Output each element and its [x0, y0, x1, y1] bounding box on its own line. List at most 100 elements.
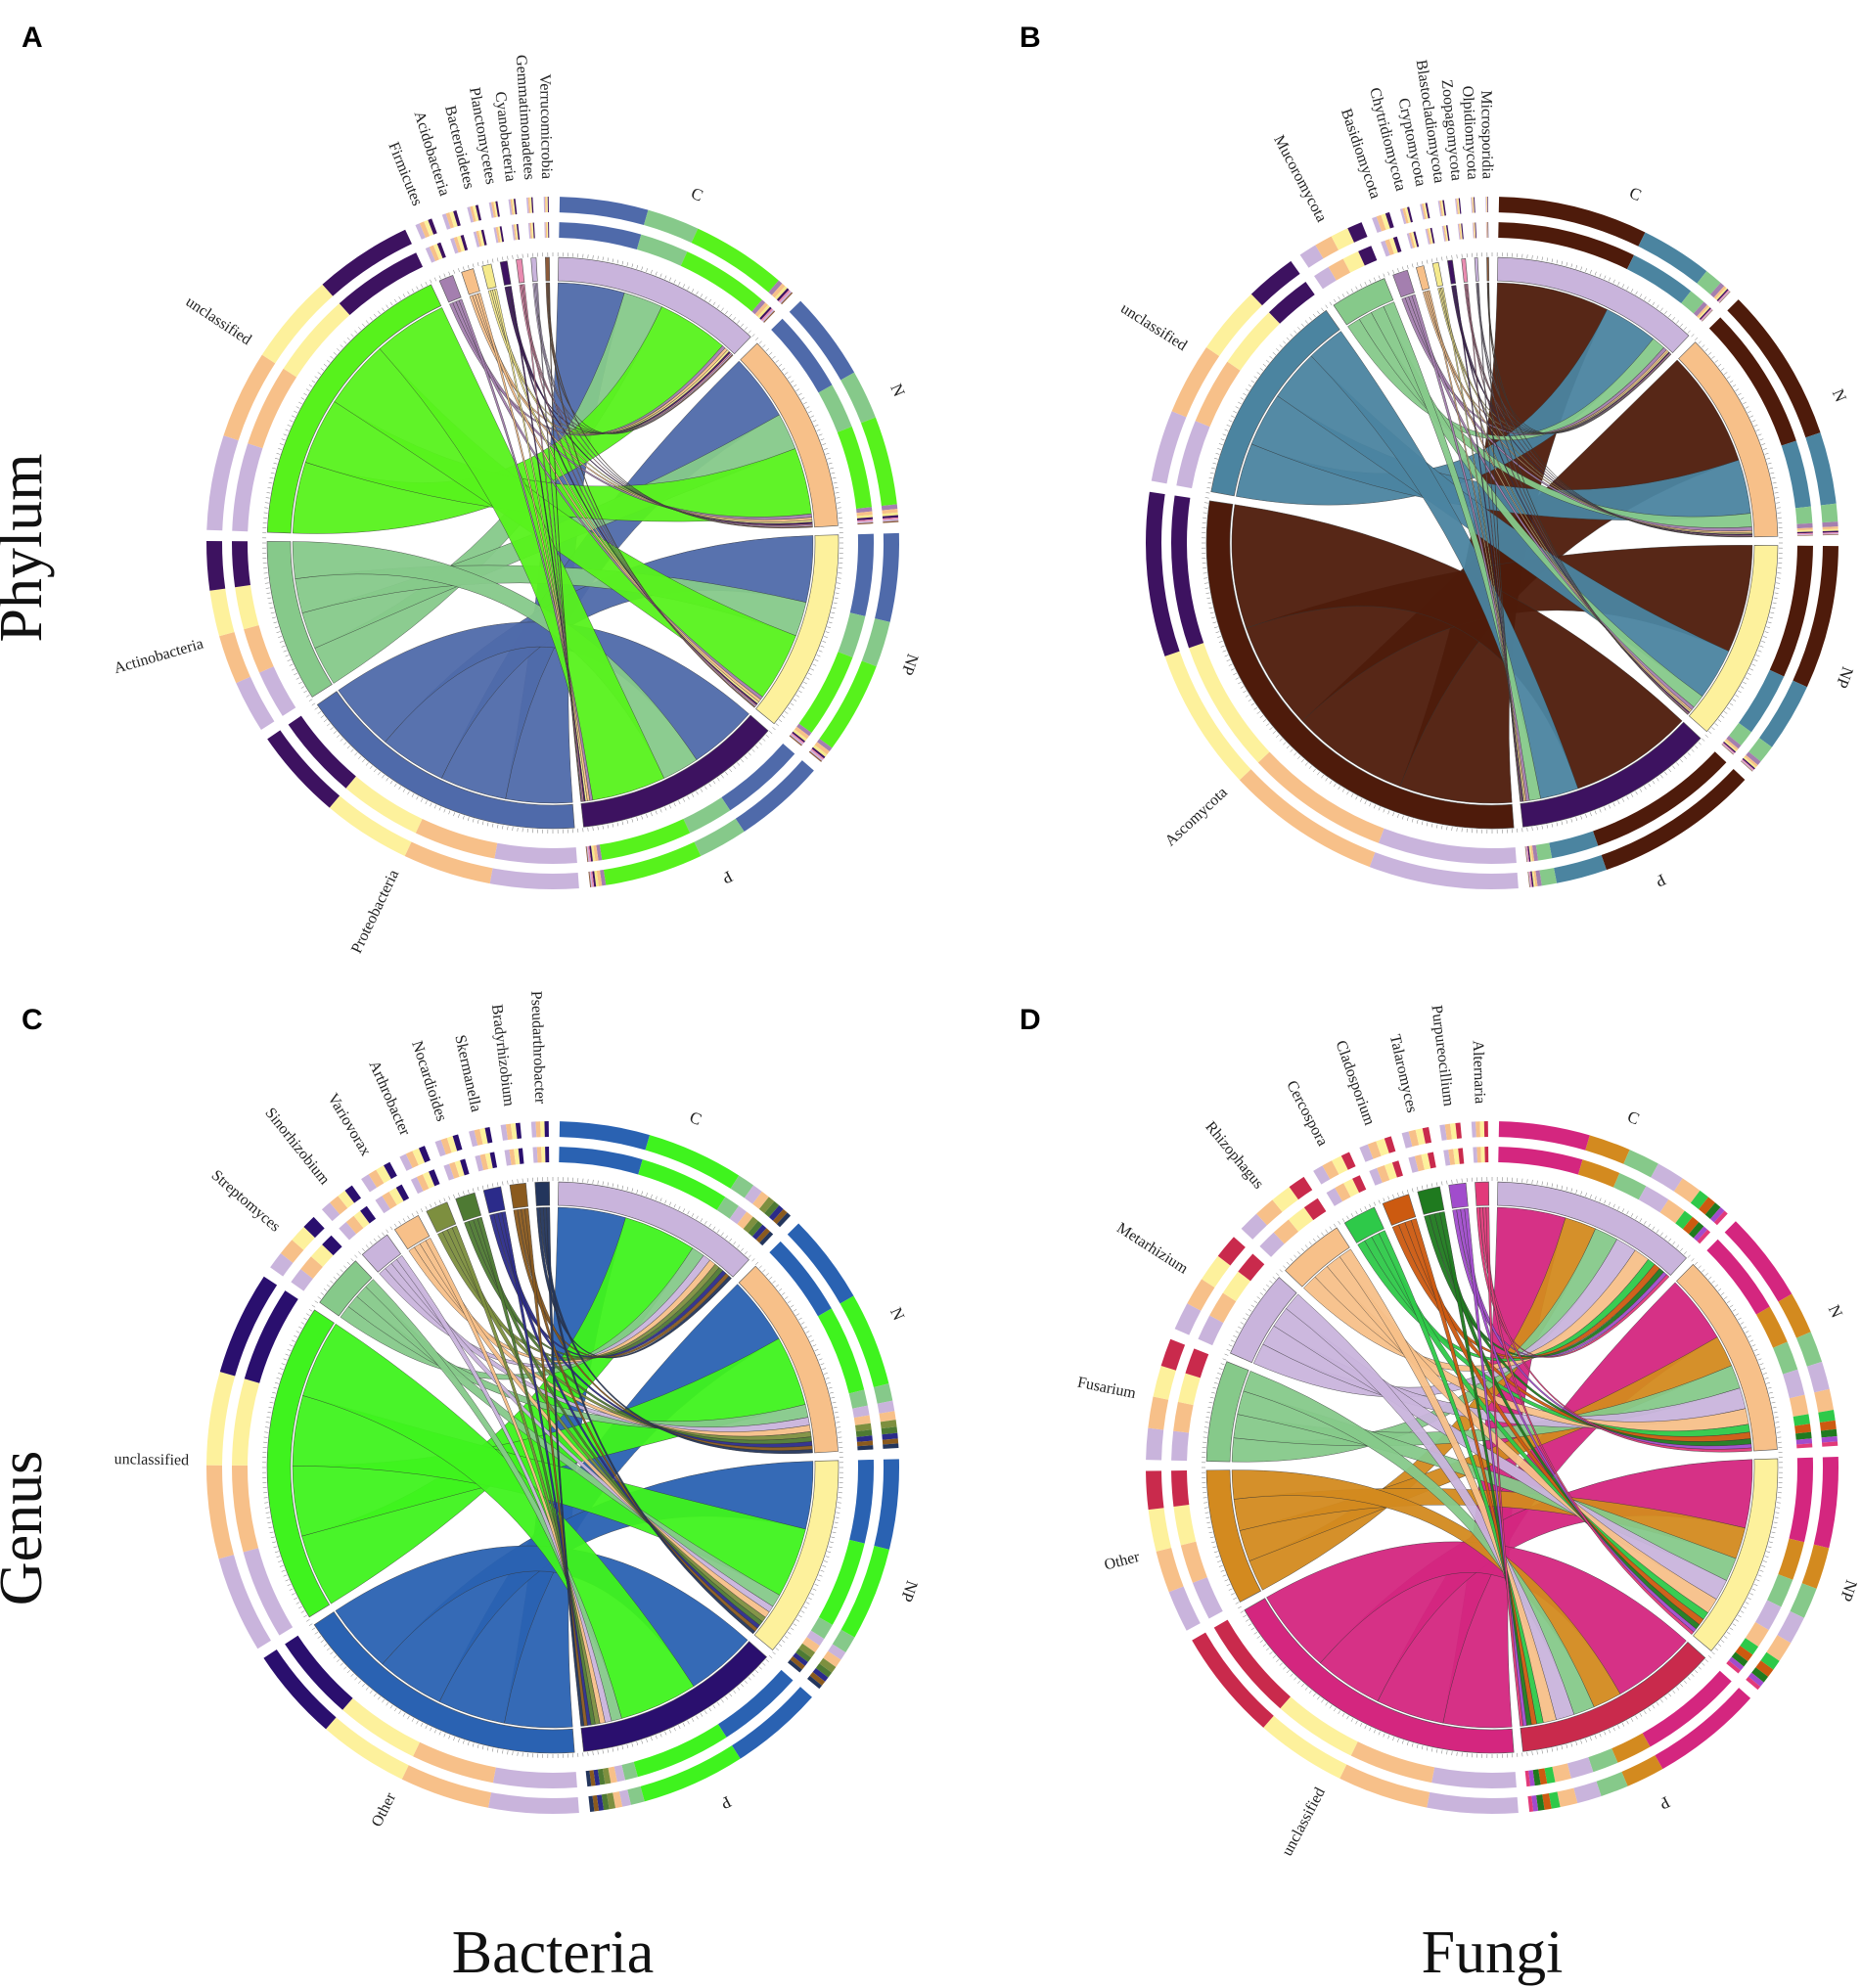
- ring-outer-proteobacteria-p: [267, 730, 340, 808]
- ring-cercospora-np: [1343, 1178, 1360, 1197]
- tick: [762, 1662, 766, 1666]
- ring-outer-np-basidiomycota: [1746, 751, 1761, 766]
- tick: [340, 1662, 343, 1666]
- ring-outer-olpidiomycota-n: [1472, 197, 1474, 213]
- ring-outer-p-unclassified: [1655, 1688, 1751, 1770]
- tick: [497, 824, 499, 829]
- ribbon-purpureocillium-c: [1452, 1209, 1667, 1358]
- tick: [793, 1623, 797, 1626]
- ring-outer-metarhizium-p: [1217, 1237, 1246, 1266]
- tick: [1217, 1560, 1222, 1562]
- ring-outer-c-talaromyces: [1704, 1202, 1721, 1219]
- tick: [279, 640, 284, 643]
- ring-outer-bradyrhizobium-n: [505, 1123, 513, 1141]
- ticks: [1202, 252, 1783, 834]
- tick: [1411, 1188, 1414, 1193]
- tick: [602, 1749, 604, 1754]
- ring-outer-c-firmicutes: [768, 280, 783, 295]
- tick: [1599, 273, 1602, 278]
- tick: [1771, 476, 1776, 479]
- tick: [825, 631, 830, 634]
- ring-outer-n-cladosporium: [1819, 1420, 1837, 1431]
- tick: [1551, 258, 1553, 263]
- tick: [751, 748, 755, 752]
- tick: [1436, 257, 1438, 262]
- ribbon-bacteroidetes-n: [490, 290, 813, 524]
- tick: [1441, 256, 1443, 261]
- tick: [472, 1742, 475, 1747]
- tick: [1207, 482, 1212, 484]
- tick: [411, 289, 415, 293]
- tick: [1224, 655, 1229, 657]
- ribbon-cyanobacteria-p: [522, 284, 584, 802]
- segment-n: [1678, 341, 1779, 538]
- tick: [795, 1619, 800, 1622]
- panel-c: CCNNPPOtherunclassifiedStreptomycesSinor…: [22, 990, 922, 1830]
- tick: [295, 1602, 300, 1604]
- tick: [1446, 826, 1448, 831]
- ring-p-pseudarthrobacter: [585, 1770, 592, 1787]
- tick: [1290, 334, 1294, 338]
- ring-c-metarhizium: [1638, 1186, 1669, 1213]
- tick: [492, 1183, 494, 1188]
- tick: [1226, 1348, 1231, 1352]
- segment-np: [753, 1460, 840, 1650]
- ribbon-other-p: [335, 1545, 749, 1687]
- tick: [616, 822, 619, 827]
- ring-np-other: [849, 1459, 874, 1544]
- ribbon-blastocladiomycota-np: [1453, 285, 1691, 714]
- tick: [1772, 1526, 1777, 1528]
- tick: [361, 1683, 365, 1688]
- tick: [1300, 758, 1304, 763]
- tick: [650, 269, 653, 274]
- ring-outer-unclassified-p: [219, 1276, 278, 1377]
- tick: [1297, 1251, 1301, 1255]
- tick: [1346, 1215, 1349, 1220]
- tick: [626, 1187, 629, 1192]
- segments: [1146, 197, 1838, 889]
- ring-c-proteobacteria: [559, 222, 642, 250]
- ring-ascomycota-p: [1171, 495, 1204, 649]
- tick: [453, 1737, 456, 1741]
- tick: [1711, 1651, 1715, 1655]
- segment-p: [1520, 1642, 1706, 1752]
- tick: [274, 1381, 279, 1384]
- tick: [1300, 1683, 1304, 1688]
- tick: [1245, 1619, 1249, 1622]
- ring-n-purpureocillium: [1795, 1438, 1813, 1445]
- ring-gemmatimonadetes-np: [531, 222, 534, 239]
- ring-np-unclassified: [1739, 669, 1785, 733]
- tick: [1644, 1220, 1647, 1225]
- tick: [1233, 410, 1238, 414]
- tick: [1723, 711, 1728, 714]
- tick: [816, 1579, 821, 1582]
- tick: [291, 1339, 295, 1342]
- ring-outer-basidiomycota-p: [1384, 211, 1394, 229]
- tick: [1224, 1353, 1229, 1356]
- ring-outer-fusarium-n: [1148, 1396, 1169, 1430]
- tick: [1767, 621, 1772, 624]
- ring-outer-n-verrucomicrobia: [883, 520, 899, 523]
- ring-outer-sinorhizobium-p: [344, 1185, 362, 1203]
- tick: [1218, 443, 1223, 446]
- tick: [279, 1368, 284, 1371]
- tick: [1570, 263, 1573, 268]
- tick: [708, 298, 711, 303]
- ribbon-microsporidia-n: [1487, 282, 1753, 538]
- tick: [616, 259, 619, 264]
- ring-outer-n-purpureocillium: [1821, 1435, 1838, 1443]
- ring-cercospora-p: [1352, 1175, 1367, 1194]
- tick: [281, 1363, 286, 1366]
- ring-unclassified-p: [1268, 282, 1315, 324]
- tick: [502, 825, 504, 830]
- tick: [1753, 424, 1758, 428]
- tick: [1608, 277, 1611, 282]
- tick: [283, 650, 288, 653]
- ring-outer-bacteroidetes-c: [467, 206, 475, 223]
- taxon-label-unclassified: unclassified: [1279, 1785, 1329, 1860]
- ring-n-firmicutes: [856, 507, 873, 514]
- ring-pseudarthrobacter-n: [536, 1147, 542, 1163]
- tick: [1561, 260, 1564, 265]
- tick: [398, 786, 401, 791]
- ribbon-pseudarthrobacter-p: [546, 1206, 585, 1727]
